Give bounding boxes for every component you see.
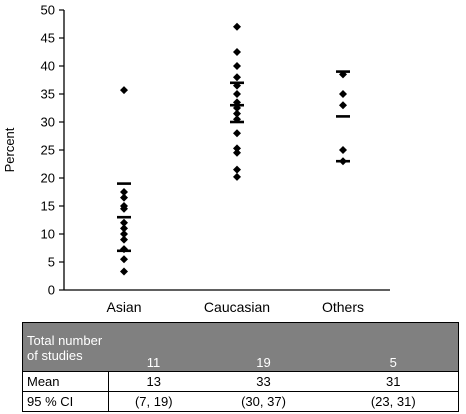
category-label: Others [322, 299, 364, 315]
data-point [339, 90, 347, 98]
data-point [339, 146, 347, 154]
y-tick-label: 30 [41, 115, 55, 130]
data-point [339, 101, 347, 110]
data-point [233, 172, 241, 181]
studies-count-label: Total number of studies [22, 322, 109, 372]
ci-asian: (7, 19) [108, 391, 199, 412]
data-point [233, 148, 241, 157]
data-point [120, 218, 128, 227]
scatter-chart: 0 5 10 15 20 25 30 35 40 45 50 Asian Caucasian Other… [2, 3, 390, 315]
mean-asian: 13 [108, 371, 199, 392]
mean-caucasian: 33 [198, 371, 329, 392]
count-asian: 11 [108, 322, 199, 372]
data-point [233, 165, 241, 174]
category-label: Caucasian [204, 299, 270, 315]
data-point [233, 62, 241, 70]
y-axis: 0 5 10 15 20 25 30 35 40 45 50 [41, 3, 390, 298]
y-axis-label: Percent [2, 127, 17, 172]
table-row-mean: Mean 13 33 31 [22, 371, 459, 392]
y-tick-label: 25 [41, 143, 55, 158]
ci-label: 95 % CI [22, 391, 109, 412]
count-caucasian: 19 [198, 322, 329, 372]
mean-label: Mean [22, 371, 109, 392]
data-point [233, 48, 241, 56]
y-tick-label: 15 [41, 199, 55, 214]
y-tick-label: 35 [41, 87, 55, 102]
ci-others: (23, 31) [328, 391, 459, 412]
data-point [233, 129, 241, 138]
y-tick-label: 5 [48, 255, 55, 270]
y-tick-label: 10 [41, 227, 55, 242]
data-points [120, 22, 347, 276]
mean-others: 31 [328, 371, 459, 392]
y-tick-label: 20 [41, 171, 55, 186]
ci-caucasian: (30, 37) [198, 391, 329, 412]
data-point [120, 204, 128, 213]
mean-ci-markers [117, 70, 350, 253]
data-point [233, 144, 241, 153]
data-point [120, 255, 128, 264]
table-header-row: Total number of studies 11 19 5 [22, 322, 459, 372]
data-point [120, 193, 128, 202]
data-point [233, 73, 241, 82]
y-tick-label: 45 [41, 31, 55, 46]
data-point [233, 90, 241, 98]
y-tick-label: 0 [48, 283, 55, 298]
data-point [120, 230, 128, 238]
data-point [120, 86, 128, 95]
data-point [233, 109, 241, 118]
x-axis-labels: Asian Caucasian Others [106, 299, 364, 315]
data-point [120, 188, 128, 196]
count-others: 5 [328, 322, 459, 372]
summary-table: Total number of studies 11 19 5 Mean 13 3… [22, 322, 459, 412]
data-point [233, 22, 241, 31]
table-row-ci: 95 % CI (7, 19) (30, 37) (23, 31) [22, 391, 459, 412]
data-point [120, 224, 128, 233]
category-label: Asian [106, 299, 141, 315]
y-tick-label: 50 [41, 3, 55, 18]
data-point [120, 267, 128, 276]
y-tick-label: 40 [41, 59, 55, 74]
data-point [120, 235, 128, 244]
